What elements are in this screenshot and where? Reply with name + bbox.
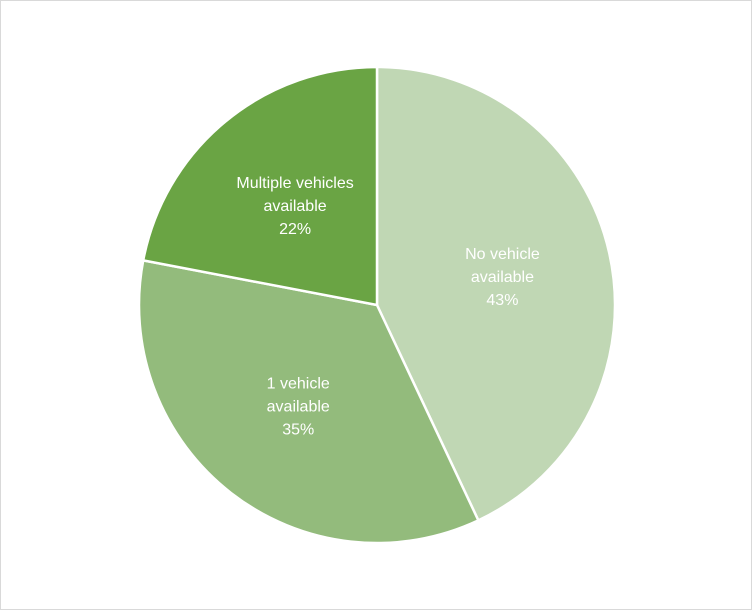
slice-category-label: available: [267, 399, 330, 416]
slice-percent-label: 43%: [486, 292, 518, 309]
slice-data-label-2: Multiple vehicles available 22%: [236, 175, 353, 238]
pie-slice-2: [141, 65, 379, 307]
slice-category-label: No vehicle: [465, 246, 540, 263]
slice-category-label: available: [471, 269, 534, 286]
pie-slice-0: [375, 65, 617, 522]
pie-slices: [137, 65, 617, 545]
slice-category-label: Multiple vehicles: [236, 175, 353, 192]
slice-data-label-1: 1 vehicle available 35%: [267, 376, 330, 439]
slice-percent-label: 35%: [282, 422, 314, 439]
slice-category-label: available: [264, 198, 327, 215]
slice-category-label: 1 vehicle: [267, 376, 330, 393]
pie-data-labels: No vehicle available 43% 1 vehicle available…: [236, 175, 539, 439]
pie-slice-1: [137, 259, 480, 545]
slice-percent-label: 22%: [279, 221, 311, 238]
slice-data-label-0: No vehicle available 43%: [465, 246, 540, 309]
